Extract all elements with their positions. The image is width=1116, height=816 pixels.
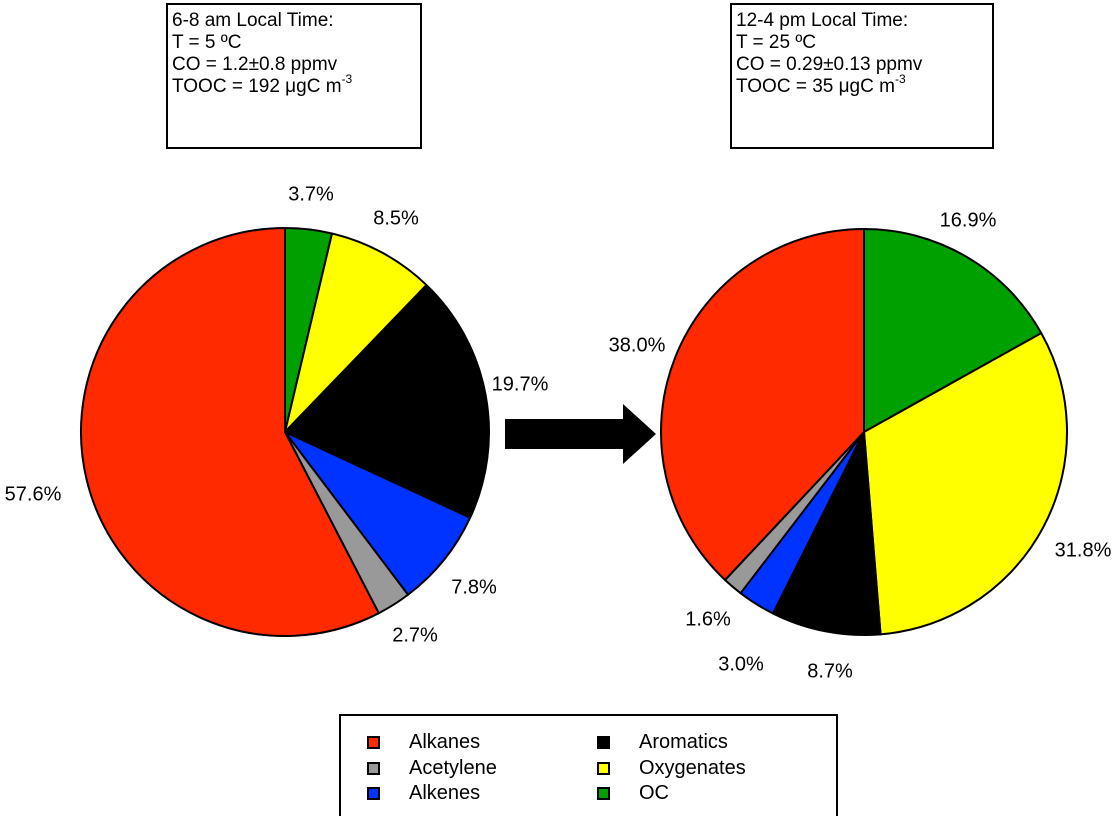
legend-label: Alkenes <box>409 781 481 804</box>
pie-chart-afternoon: 16.9% 31.8% 8.7% 3.0% 1.6% 38.0% <box>609 209 1112 682</box>
pie-data-label-oc: 3.7% <box>288 183 334 205</box>
legend-label: Oxygenates <box>639 756 746 779</box>
pie-slice-oxygenates <box>863 332 1068 636</box>
pie-data-label-oxygenates: 8.5% <box>373 207 419 229</box>
info-box-morning: 6-8 am Local Time: T = 5 ºC CO = 1.2±0.8… <box>166 3 422 149</box>
pie-data-label-alkanes: 57.6% <box>5 483 62 505</box>
legend-swatch <box>367 761 380 775</box>
pie-slice-aromatics <box>284 284 490 519</box>
legend: Alkanes Aromatics Acetylene Oxygenates A… <box>339 714 838 816</box>
pie-slice-alkenes <box>284 431 472 596</box>
legend-label: Acetylene <box>409 756 497 779</box>
info-box-co: CO = 0.29±0.13 ppmv <box>736 54 923 75</box>
info-box-tooc: TOOC = 35 μgC m-3 <box>736 71 906 97</box>
legend-item-aromatics: Aromatics <box>597 730 728 754</box>
info-box-time: 12-4 pm Local Time: <box>736 10 909 31</box>
pie-data-label-oxygenates: 31.8% <box>1055 539 1112 561</box>
info-box-afternoon: 12-4 pm Local Time: T = 25 ºC CO = 0.29±… <box>730 3 994 149</box>
info-box-temperature: T = 5 ºC <box>172 32 242 53</box>
legend-item-alkenes: Alkenes <box>367 781 480 805</box>
legend-swatch <box>597 761 610 775</box>
legend-swatch <box>597 735 610 749</box>
pie-slice-alkanes <box>80 227 380 637</box>
legend-item-alkanes: Alkanes <box>367 730 480 754</box>
legend-item-acetylene: Acetylene <box>367 756 497 780</box>
legend-item-oxygenates: Oxygenates <box>597 756 746 780</box>
arrow-right-icon <box>505 404 656 464</box>
pie-data-label-alkenes: 7.8% <box>451 576 497 598</box>
pie-slice-aromatics <box>771 431 882 636</box>
legend-swatch <box>367 786 380 800</box>
pie-data-label-alkanes: 38.0% <box>609 334 666 356</box>
legend-label: OC <box>639 781 669 804</box>
pie-chart-morning: 3.7% 8.5% 19.7% 7.8% 2.7% 57.6% <box>5 183 549 646</box>
pie-data-label-acetylene: 2.7% <box>392 624 438 646</box>
pie-data-label-acetylene: 1.6% <box>685 608 731 630</box>
info-box-temperature: T = 25 ºC <box>736 32 816 53</box>
legend-swatch <box>597 786 610 800</box>
pie-data-label-oc: 16.9% <box>940 209 997 231</box>
pie-data-label-alkenes: 3.0% <box>718 653 764 675</box>
pie-slice-oc <box>863 228 1043 433</box>
legend-swatch <box>367 735 380 749</box>
legend-label: Aromatics <box>639 730 728 753</box>
pie-slice-oxygenates <box>284 232 428 433</box>
info-box-time: 6-8 am Local Time: <box>172 10 334 31</box>
pie-data-label-aromatics: 19.7% <box>492 373 549 395</box>
pie-slice-alkanes <box>660 228 865 581</box>
info-box-co: CO = 1.2±0.8 ppmv <box>172 54 338 75</box>
pie-data-label-aromatics: 8.7% <box>807 660 853 682</box>
legend-item-oc: OC <box>597 781 669 805</box>
info-box-tooc: TOOC = 192 μgC m-3 <box>172 71 353 97</box>
legend-label: Alkanes <box>409 730 481 753</box>
